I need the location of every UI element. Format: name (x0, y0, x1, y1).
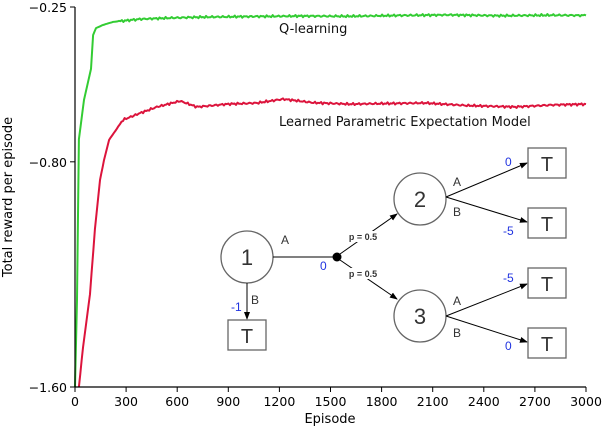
prob-to-state-2: p = 0.5 (349, 232, 377, 242)
x-tick-label: 2700 (519, 394, 551, 409)
x-tick-label: 900 (216, 394, 240, 409)
terminal-2b-label: T (541, 214, 553, 236)
terminal-3a-label: T (541, 274, 553, 296)
x-axis-title: Episode (304, 412, 355, 427)
terminal-2a-label: T (541, 154, 553, 176)
terminal-3b-label: T (541, 334, 553, 356)
terminal-1b (227, 319, 267, 351)
mdp-diagram: 1 A 0 B -1 T p = 0.5 p = 0.5 2 A B 0 -5 … (220, 147, 567, 359)
state-2-reward-b: -5 (503, 224, 514, 238)
lpem-label: Learned Parametric Expectation Model (279, 115, 531, 130)
state-2-node (393, 172, 447, 226)
x-tick-label: 600 (165, 394, 189, 409)
y-tick-label: −0.80 (29, 155, 67, 170)
state-1-label: 1 (241, 245, 253, 270)
x-tick-label: 300 (114, 394, 138, 409)
terminal-3b (527, 327, 567, 359)
x-tick-label: 3000 (570, 394, 602, 409)
y-axis-title: Total reward per episode (1, 117, 16, 278)
state-2-reward-a: 0 (505, 155, 512, 169)
terminal-3a (527, 267, 567, 299)
y-tick-label: −0.25 (29, 0, 67, 15)
state-3-action-a: A (453, 294, 461, 308)
x-tick-label: 2400 (468, 394, 500, 409)
y-axis: −1.60 −0.80 −0.25 (29, 0, 76, 395)
prob-to-state-3: p = 0.5 (349, 269, 377, 279)
x-axis: 0 300 600 900 1200 1500 1800 2100 2400 2700 3000 (71, 386, 602, 409)
terminal-2a (527, 147, 567, 179)
state-1-action-b: B (251, 293, 259, 307)
chance-node (332, 252, 342, 262)
x-tick-label: 2100 (417, 394, 449, 409)
q-learning-label: Q-learning (279, 22, 347, 37)
lpem-line (77, 97, 587, 388)
state-3-reward-a: -5 (503, 271, 514, 285)
state-1-reward-a: 0 (320, 259, 327, 273)
q-learning-line (74, 13, 587, 388)
state-3-label: 3 (414, 304, 426, 329)
state-3-reward-b: 0 (505, 339, 512, 353)
state-1-reward-b: -1 (231, 300, 242, 314)
x-tick-label: 1500 (315, 394, 347, 409)
series-layer (74, 13, 587, 388)
terminal-2b (527, 207, 567, 239)
y-tick-label: −1.60 (29, 380, 67, 395)
state-2-action-b: B (453, 205, 461, 219)
state-3-action-b: B (453, 326, 461, 340)
state-2-label: 2 (414, 187, 426, 212)
x-tick-label: 1800 (366, 394, 398, 409)
state-1-action-a: A (281, 233, 289, 247)
terminal-1b-label: T (241, 326, 253, 348)
x-tick-label: 1200 (263, 394, 295, 409)
state-2-action-a: A (453, 175, 461, 189)
x-tick-label: 0 (71, 394, 79, 409)
